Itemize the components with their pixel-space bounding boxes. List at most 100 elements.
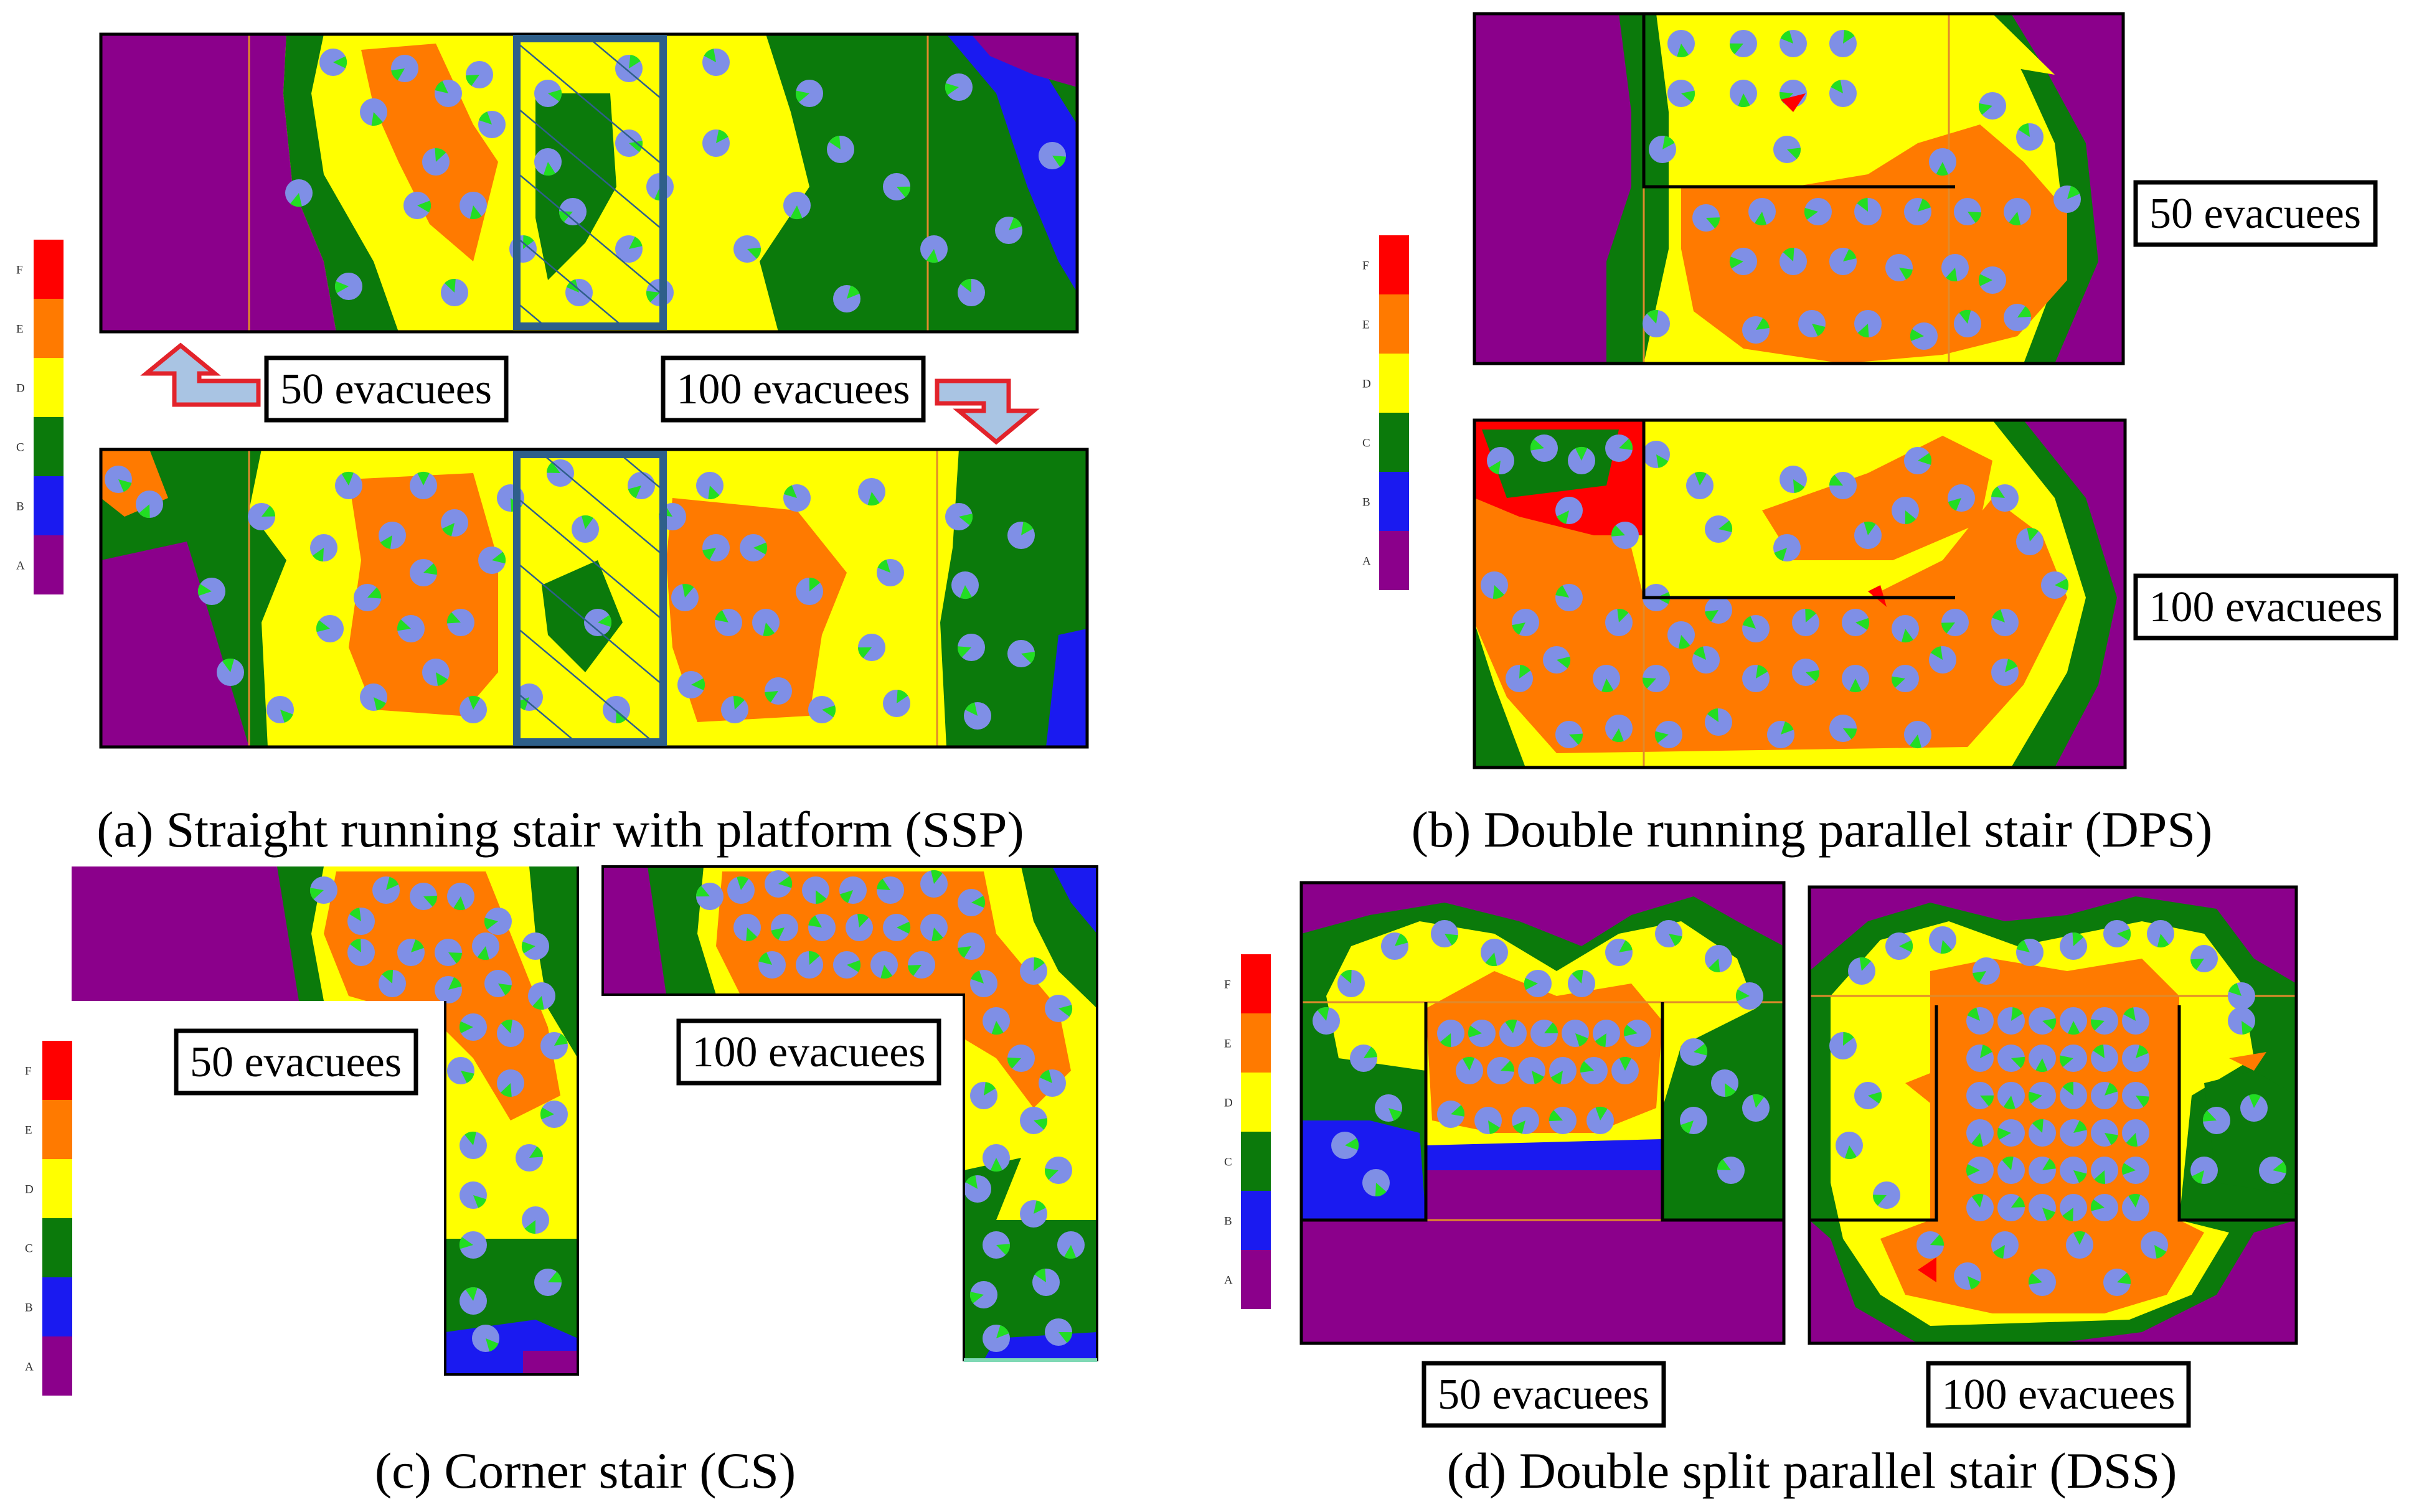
evacuee-agent-icon [1711, 1069, 1738, 1097]
evacuee-agent-icon [1506, 665, 1533, 692]
evacuee-agent-icon [1512, 609, 1539, 636]
evacuee-agent-icon [2103, 920, 2131, 947]
evacuee-agent-icon [2016, 528, 2044, 555]
evacuee-agent-icon [2091, 1045, 2118, 1072]
scale-letter: E [25, 1124, 32, 1137]
svg-text:100 evacuees: 100 evacuees [2149, 583, 2382, 631]
evacuee-agent-icon [1854, 521, 1882, 549]
evacuee-agent-icon [1680, 1107, 1707, 1134]
evacuee-agent-icon [441, 279, 468, 306]
evacuee-agent-icon [1512, 1107, 1539, 1134]
evacuee-agent-icon [1780, 247, 1807, 275]
evacuee-agent-icon [1555, 721, 1583, 748]
evacuee-agent-icon [1580, 1057, 1608, 1084]
evacuee-agent-icon [1929, 926, 1956, 954]
evacuee-agent-icon [1337, 969, 1365, 997]
evacuee-agent-icon [945, 73, 973, 101]
evacuee-agent-icon [1997, 1082, 2025, 1109]
evacuee-agent-icon [1892, 665, 1919, 692]
ssp-label-50: 50 evacuees [264, 355, 509, 423]
evacuee-agent-icon [970, 1082, 997, 1109]
evacuee-agent-icon [1848, 957, 1875, 985]
cs-label-50: 50 evacuees [174, 1028, 418, 1096]
evacuee-agent-icon [1767, 721, 1794, 748]
evacuee-agent-icon [2029, 1045, 2056, 1073]
evacuee-agent-icon [1611, 522, 1639, 549]
evacuee-agent-icon [1586, 1107, 1614, 1134]
evacuee-agent-icon [309, 876, 337, 904]
evacuee-agent-icon [1966, 1045, 1994, 1072]
evacuee-agent-icon [1039, 1069, 1066, 1097]
evacuee-agent-icon [360, 683, 387, 711]
evacuee-agent-icon [2122, 1082, 2149, 1109]
evacuee-agent-icon [460, 1181, 487, 1209]
evacuee-agent-icon [459, 1231, 487, 1259]
evacuee-agent-icon [808, 696, 836, 723]
evacuee-agent-icon [1966, 1119, 1994, 1147]
evacuee-agent-icon [522, 932, 549, 960]
evacuee-agent-icon [1705, 596, 1732, 624]
cs-plan-100 [603, 866, 1097, 1360]
evacuee-agent-icon [478, 111, 506, 138]
evacuee-agent-icon [1885, 254, 1913, 281]
cs-agents-100 [695, 870, 1085, 1352]
cs-agents-50 [309, 876, 568, 1352]
evacuee-agent-icon [1997, 1156, 2025, 1184]
evacuee-agent-icon [1649, 136, 1676, 163]
evacuee-agent-icon [285, 179, 313, 207]
evacuee-agent-icon [758, 951, 786, 979]
evacuee-agent-icon [248, 503, 275, 530]
evacuee-agent-icon [435, 939, 462, 966]
evacuee-agent-icon [1474, 1107, 1502, 1134]
evacuee-agent-icon [2228, 1007, 2255, 1035]
evacuee-agent-icon [522, 1206, 549, 1234]
panel-cs: 50 evacuees 100 evacuees (c) Corner stai… [72, 865, 1098, 1499]
evacuee-agent-icon [1973, 957, 2000, 985]
dps-plan-100-border [1473, 418, 2127, 769]
scale-letter: E [1224, 1038, 1232, 1051]
evacuee-agent-icon [1892, 615, 1919, 643]
ssp-platform-100 [513, 451, 667, 746]
evacuee-agent-icon [1605, 715, 1633, 743]
panel-dps: 50 evacuees 100 evacuees (b) Double runn… [1412, 12, 2398, 858]
evacuee-agent-icon [733, 235, 761, 263]
evacuee-agent-icon [2122, 1194, 2149, 1221]
evacuee-agent-icon [2091, 1082, 2118, 1109]
evacuee-agent-icon [1929, 646, 1956, 674]
evacuee-agent-icon [1605, 939, 1633, 966]
evacuee-agent-icon [2060, 1045, 2087, 1072]
evacuee-agent-icon [1381, 932, 1408, 960]
evacuee-agent-icon [1717, 1157, 1745, 1184]
evacuee-agent-icon [1007, 640, 1035, 667]
svg-text:100 evacuees: 100 evacuees [1941, 1371, 2175, 1419]
evacuee-agent-icon [472, 932, 499, 960]
evacuee-agent-icon [1039, 142, 1066, 169]
evacuee-agent-icon [1543, 646, 1571, 674]
evacuee-agent-icon [1431, 920, 1458, 947]
evacuee-agent-icon [1605, 609, 1633, 636]
evacuee-agent-icon [335, 471, 362, 499]
evacuee-agent-icon [721, 695, 748, 723]
evacuee-agent-icon [391, 55, 418, 82]
evacuee-agent-icon [1872, 1181, 1900, 1209]
evacuee-agent-icon [2029, 1007, 2057, 1035]
evacuee-agent-icon [827, 136, 854, 163]
evacuee-agent-icon [1032, 1269, 1060, 1296]
scale-labels-cs: F E D C B A [25, 1065, 34, 1374]
evacuee-agent-icon [397, 615, 425, 642]
scale-letter: D [1362, 378, 1371, 391]
evacuee-agent-icon [1057, 1231, 1085, 1259]
ssp-caption: (a) Straight running stair with platform… [97, 801, 1024, 858]
scale-letter: F [1224, 979, 1231, 992]
dps-agents-50 [1643, 30, 2081, 350]
evacuee-agent-icon [1997, 1045, 2025, 1072]
dps-label-100: 100 evacuees [2133, 573, 2398, 641]
evacuee-agent-icon [1667, 30, 1695, 57]
evacuee-agent-icon [2060, 932, 2087, 960]
evacuee-agent-icon [1729, 30, 1757, 57]
ssp-platform-50 [513, 35, 667, 330]
evacuee-agent-icon [1456, 1057, 1483, 1084]
dps-wall-50 [1642, 14, 1955, 189]
scale-letter: F [25, 1065, 32, 1078]
